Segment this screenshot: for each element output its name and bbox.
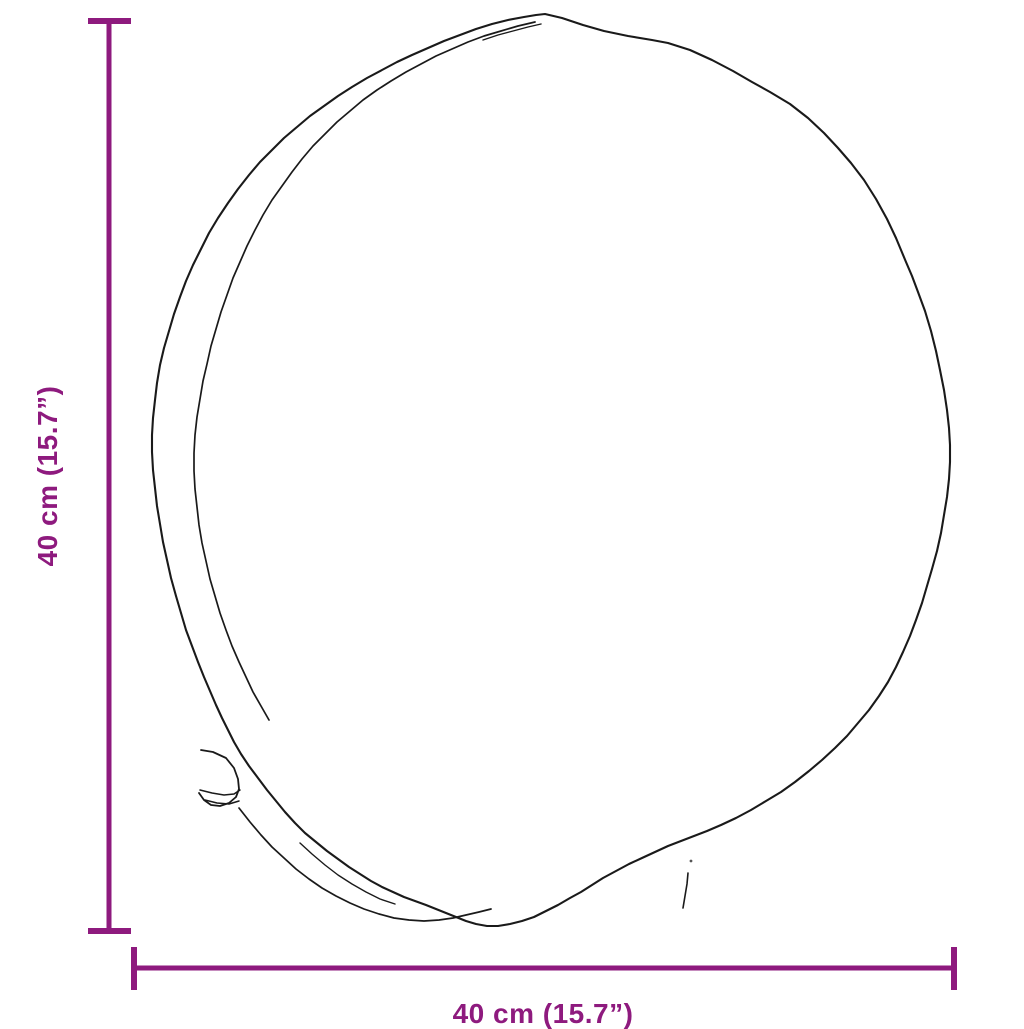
mirror-chip-edge-line: [204, 799, 240, 805]
mirror-chip-inner-line: [199, 789, 241, 796]
mirror-surface-dot: [689, 859, 693, 863]
width-dimension-line-group: [131, 947, 957, 990]
mirror-inner-frame-left: [193, 21, 536, 721]
height-dimension-label: 40 cm (15.7”): [32, 385, 63, 567]
mirror-chip-notch: [198, 749, 240, 807]
mirror-outer-contour: [150, 12, 952, 928]
height-dimension-line-group: [88, 18, 131, 934]
width-dimension-label: 40 cm (15.7”): [452, 998, 634, 1029]
mirror-surface-mark: [682, 872, 689, 909]
mirror-bottom-edge-highlight: [299, 842, 396, 905]
mirror-outline-group: [150, 12, 952, 928]
mirror-inner-frame-bottom-left: [238, 807, 492, 922]
mirror-top-edge-highlight: [482, 23, 542, 41]
